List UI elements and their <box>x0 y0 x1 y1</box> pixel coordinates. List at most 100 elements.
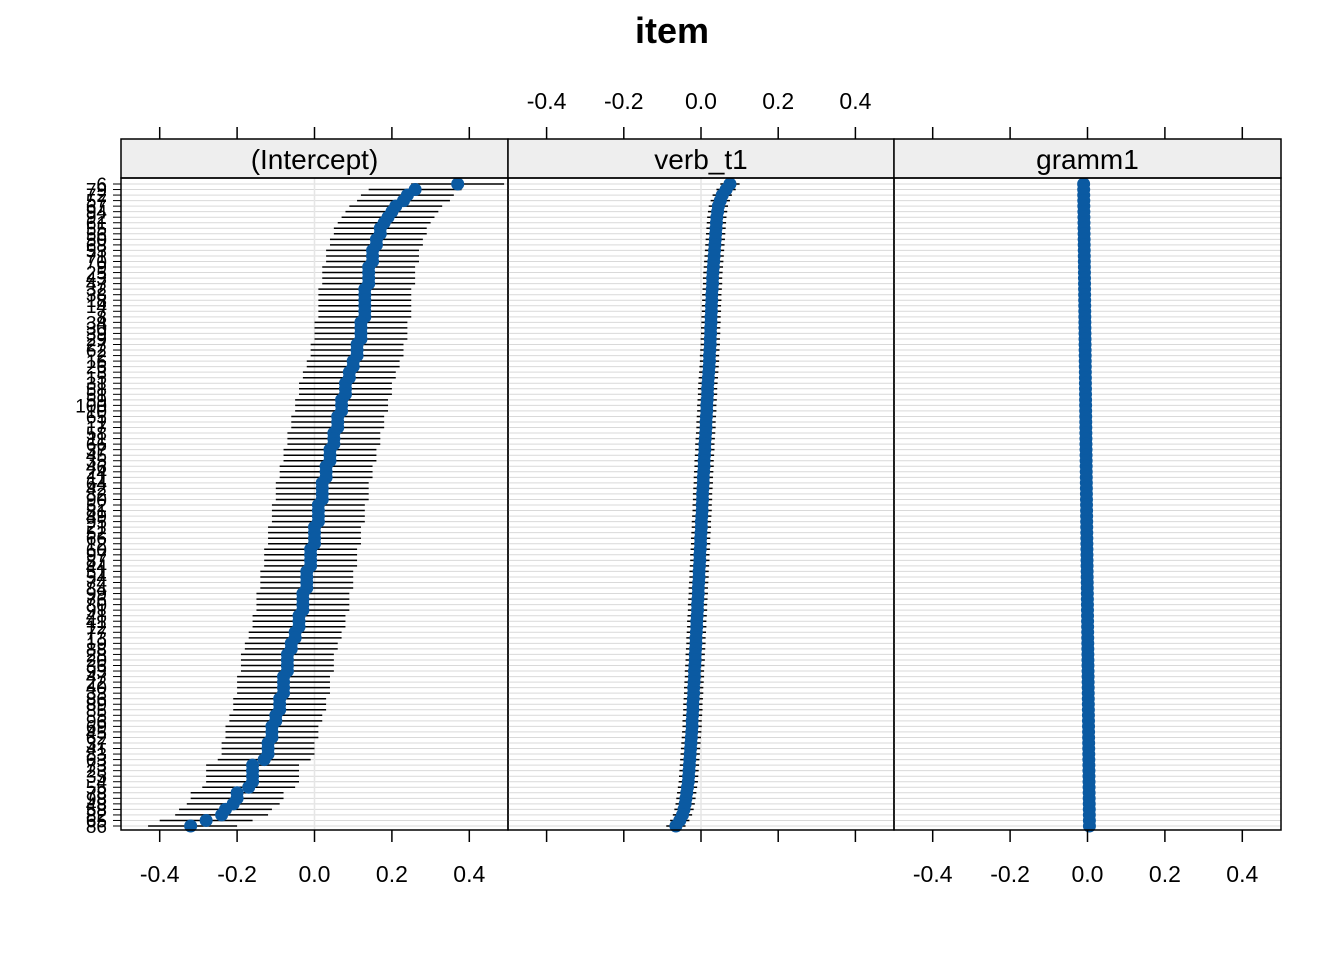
y-tick-label: 59 <box>86 391 107 412</box>
y-tick-label: 86 <box>86 690 107 711</box>
data-point <box>215 808 229 822</box>
y-tick-label: 95 <box>86 513 107 534</box>
y-tick-label: 28 <box>86 645 107 666</box>
y-tick-label: 74 <box>86 573 108 594</box>
y-tick-label: 29 <box>86 330 107 351</box>
y-tick-label: 86 <box>86 817 107 838</box>
y-tick-label: 58 <box>86 380 107 401</box>
x-tick-label-top: -0.2 <box>604 88 644 114</box>
y-tick-label: 35 <box>86 452 107 473</box>
y-tick-label: 19 <box>86 634 107 655</box>
y-tick-label: 84 <box>86 579 108 600</box>
y-tick-label: 6 <box>96 175 107 196</box>
y-tick-label: 58 <box>86 800 107 821</box>
y-tick-label: 16 <box>86 352 107 373</box>
y-tick-label: 66 <box>86 435 107 456</box>
y-tick-label: 49 <box>86 507 107 528</box>
y-tick-label: 69 <box>86 717 107 738</box>
panels-group: (Intercept) -0.4 -0.2 0.0 0.2 0.4 verb_t1 -0.4 -… <box>75 88 1282 887</box>
y-tick-label: 63 <box>86 751 107 772</box>
data-point <box>199 813 213 827</box>
y-tick-label: 98 <box>86 789 107 810</box>
y-tick-label: 12 <box>86 535 107 556</box>
x-tick-label-top: 0.0 <box>685 88 717 114</box>
y-tick-label: 35 <box>86 767 107 788</box>
y-tick-label: 56 <box>86 225 107 246</box>
y-tick-label: 55 <box>86 219 107 240</box>
y-tick-label: 48 <box>86 607 107 628</box>
y-tick-label: 26 <box>86 358 107 379</box>
y-tick-label: 47 <box>86 668 107 689</box>
x-tick-label: -0.2 <box>217 861 257 887</box>
y-tick-label: 73 <box>86 756 107 777</box>
y-tick-label: 99 <box>86 585 107 606</box>
y-tick-label: 4 <box>96 773 107 794</box>
data-point <box>451 177 465 191</box>
y-tick-label: 34 <box>86 313 108 334</box>
y-tick-label: 5 <box>96 706 107 727</box>
y-tick-label: 13 <box>86 629 107 650</box>
chart-title: item <box>634 10 710 51</box>
y-tick-label: 38 <box>86 286 107 307</box>
x-tick-label: 0.2 <box>1149 861 1181 887</box>
y-tick-label: 52 <box>86 496 107 517</box>
x-tick-label: -0.4 <box>140 861 180 887</box>
y-tick-label: 2 <box>96 347 107 368</box>
x-tick-label: 0.4 <box>453 861 485 887</box>
y-tick-label: 18 <box>86 291 107 312</box>
y-tick-label: 57 <box>86 192 107 213</box>
strip <box>120 138 509 179</box>
strip-label: verb_t1 <box>654 144 747 175</box>
y-tick-label: 15 <box>86 369 107 390</box>
y-tick-label: 61 <box>86 214 107 235</box>
y-tick-label: 72 <box>86 186 107 207</box>
strip-label: gramm1 <box>1036 144 1139 175</box>
y-tick-label: 40 <box>86 679 107 700</box>
y-tick-label: 24 <box>86 463 108 484</box>
y-tick-label: 81 <box>86 502 107 523</box>
y-tick-label: 65 <box>86 811 107 832</box>
y-tick-label: 70 <box>86 252 107 273</box>
y-tick-label: 47 <box>86 275 107 296</box>
x-tick-label-top: 0.2 <box>762 88 794 114</box>
y-tick-label: 94 <box>86 203 108 224</box>
y-tick-label: 67 <box>86 197 107 218</box>
y-tick-label: 7 <box>96 302 107 323</box>
y-tick-label: 53 <box>86 241 107 262</box>
y-tick-label: 9 <box>96 258 107 279</box>
y-tick-label: 23 <box>86 762 107 783</box>
y-tick-label: 31 <box>86 374 107 395</box>
y-tick-label: 55 <box>86 778 107 799</box>
y-tick-label: 83 <box>86 745 107 766</box>
y-tick-label: 11 <box>87 430 107 451</box>
y-tick-label: 12 <box>86 618 107 639</box>
panel-verbt1: verb_t1 -0.4 -0.2 0.0 0.2 0.4 <box>507 88 895 842</box>
y-tick-label: 43 <box>86 269 107 290</box>
x-tick-label: -0.2 <box>990 861 1030 887</box>
x-tick-label: -0.4 <box>913 861 953 887</box>
y-axis-labels: 6797257679492615556506853717092543473238… <box>75 175 121 838</box>
y-tick-label: 36 <box>86 657 107 678</box>
y-tick-label: 50 <box>86 230 107 251</box>
y-tick-label: 64 <box>86 474 108 495</box>
y-tick-label: 62 <box>86 341 107 362</box>
y-tick-label: 37 <box>86 734 107 755</box>
y-tick-label: 92 <box>86 208 107 229</box>
y-tick-label: 41 <box>86 740 107 761</box>
data-point <box>257 753 271 767</box>
x-tick-label: 0.4 <box>1226 861 1258 887</box>
y-tick-label: 65 <box>86 407 107 428</box>
y-tick-label: 21 <box>86 518 107 539</box>
x-tick-label-top: -0.4 <box>527 88 567 114</box>
y-tick-label: 77 <box>86 623 107 644</box>
y-tick-label: 88 <box>86 640 107 661</box>
y-tick-label: 51 <box>86 385 107 406</box>
y-tick-label: 1 <box>96 413 107 434</box>
y-tick-label: 97 <box>86 546 107 567</box>
panel-gramm1: gramm1 -0.4 -0.2 0.0 0.2 0.4 <box>893 127 1282 887</box>
y-tick-label: 89 <box>86 695 107 716</box>
y-tick-label: 3 <box>96 363 107 384</box>
y-tick-label: 96 <box>86 712 107 733</box>
y-tick-label: 60 <box>86 540 107 561</box>
